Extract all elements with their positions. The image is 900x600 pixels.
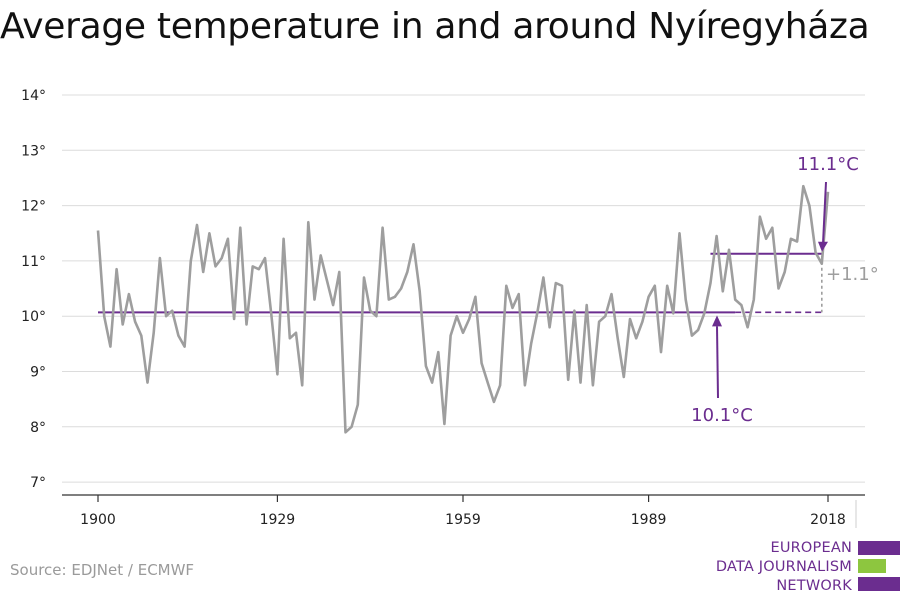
x-tick-label: 1959 [445, 512, 481, 528]
x-tick-label: 1989 [631, 512, 667, 528]
y-tick-label: 10° [21, 309, 46, 325]
page-title: Average temperature in and around Nyíreg… [0, 6, 870, 47]
y-tick-label: 7° [30, 475, 46, 491]
y-tick-label: 9° [30, 365, 46, 381]
source-note: Source: EDJNet / ECMWF [10, 561, 195, 579]
y-tick-label: 13° [21, 143, 46, 159]
baseline-arrow-head [712, 315, 722, 327]
logo-bar-purple-bottom [858, 577, 900, 591]
logo-bar-purple-top [858, 541, 900, 555]
annotations: 11.1°C 10.1°C +1.1° [691, 154, 879, 426]
recent-arrow-shaft [822, 181, 827, 244]
y-tick-label: 11° [21, 254, 46, 270]
difference-label: +1.1° [826, 264, 879, 285]
x-tick-label: 1900 [80, 512, 116, 528]
y-tick-label: 14° [21, 88, 46, 104]
gridlines [62, 94, 865, 483]
x-tick-label: 1929 [260, 512, 296, 528]
logo-line-1: EUROPEAN [770, 540, 852, 556]
baseline-average-label: 10.1°C [691, 405, 753, 426]
edjnet-logo: EUROPEAN DATA JOURNALISM NETWORK [700, 539, 900, 599]
x-tick-label: 2018 [810, 512, 846, 528]
y-tick-label: 8° [30, 420, 46, 436]
logo-line-3: NETWORK [776, 578, 852, 594]
series-layer [96, 184, 830, 434]
baseline-arrow-shaft [716, 326, 719, 399]
recent-average-label: 11.1°C [797, 154, 859, 175]
y-axis-labels: 7° 8° 9° 10° 11° 12° 13° 14° [21, 88, 46, 491]
x-axis: 1900 1929 1959 1989 2018 [62, 494, 865, 528]
logo-bar-green [858, 559, 886, 573]
y-tick-label: 12° [21, 199, 46, 215]
recent-arrow-head [818, 241, 828, 252]
logo-line-2: DATA JOURNALISM [715, 559, 852, 575]
